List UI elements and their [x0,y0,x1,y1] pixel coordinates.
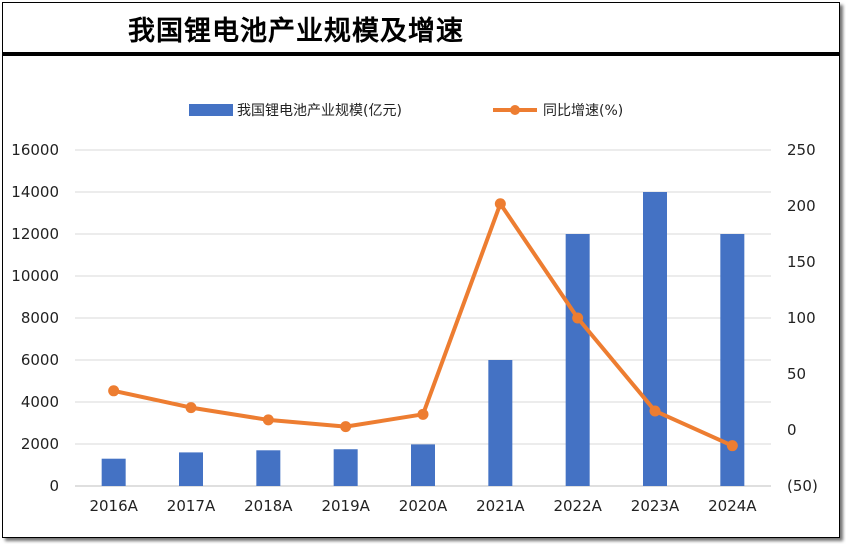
x-axis-tick-label: 2021A [476,497,525,515]
line-point [262,414,274,426]
left-axis-tick-label: 16000 [11,141,59,159]
x-axis-tick-label: 2022A [553,497,602,515]
right-axis-ticks: (50) 0 50 100 150 200 250 [787,141,818,495]
right-axis-tick-label: 200 [787,197,816,215]
left-axis-tick-label: 0 [49,477,59,495]
line-point [108,385,120,397]
line-point [572,312,584,324]
x-axis-tick-label: 2019A [321,497,370,515]
line-point [417,408,429,420]
line-point [340,421,352,433]
right-axis-tick-label: 100 [787,309,816,327]
x-axis-ticks: 2016A 2017A 2018A 2019A 2020A 2021A 2022A 2023A… [89,497,757,515]
left-axis-tick-label: 12000 [11,225,59,243]
bar [643,192,667,486]
x-axis-tick-label: 2020A [399,497,448,515]
legend-bar-label: 我国锂电池产业规模(亿元) [237,103,402,119]
right-axis-tick-label: 0 [787,421,797,439]
x-axis-tick-label: 2016A [89,497,138,515]
left-axis-tick-label: 10000 [11,267,59,285]
x-axis-tick-label: 2024A [708,497,757,515]
right-axis-tick-label: (50) [787,477,818,495]
legend: 我国锂电池产业规模(亿元) 同比增速(%) [189,103,623,119]
legend-line-label: 同比增速(%) [543,103,623,119]
bar [256,450,281,486]
x-axis-tick-label: 2023A [631,497,680,515]
bar [488,360,513,486]
legend-bar-swatch [189,104,233,116]
x-axis-tick-label: 2017A [167,497,216,515]
bar [101,458,126,486]
right-axis-tick-label: 250 [787,141,816,159]
left-axis-tick-label: 2000 [21,435,59,453]
chart-title: 我国锂电池产业规模及增速 [128,16,464,47]
line-point [185,402,197,414]
line-point [649,405,661,417]
chart-frame: 我国锂电池产业规模及增速 0 2000 4000 6000 8000 10000 12000… [2,2,840,538]
title-underline [3,52,839,56]
left-axis-tick-label: 4000 [21,393,59,411]
legend-line-marker [510,105,520,115]
left-axis-ticks: 0 2000 4000 6000 8000 10000 12000 14000 16000 [11,141,59,495]
x-axis-tick-label: 2018A [244,497,293,515]
left-axis-tick-label: 14000 [11,183,59,201]
bar [333,449,358,486]
right-axis-tick-label: 150 [787,253,816,271]
line-series [108,198,738,452]
bar [411,444,435,486]
right-axis-tick-label: 50 [787,365,806,383]
bar [565,234,590,486]
line-point [494,198,506,210]
bar [179,452,203,486]
left-axis-tick-label: 8000 [21,309,59,327]
line-point [726,440,738,452]
left-axis-tick-label: 6000 [21,351,59,369]
bar-series [101,192,745,486]
